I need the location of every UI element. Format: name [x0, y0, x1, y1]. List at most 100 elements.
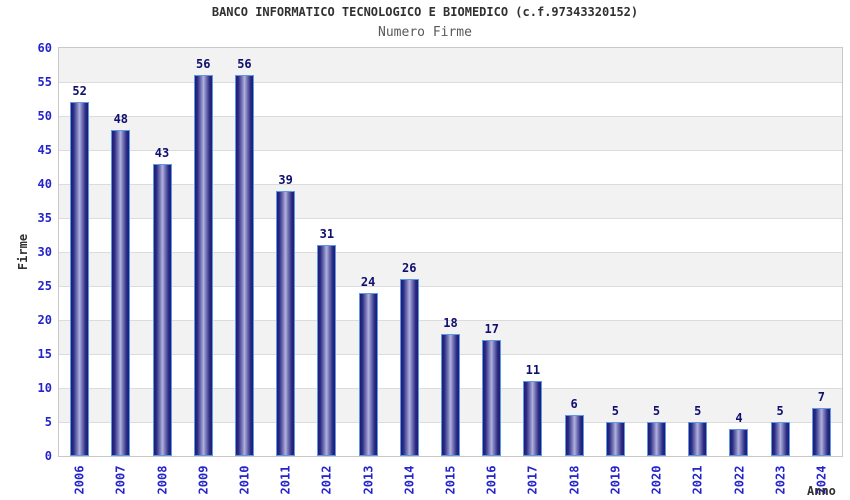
x-tick-text: 2013: [361, 465, 376, 495]
x-tick-label: 2007: [104, 463, 138, 497]
bar-value-label: 48: [113, 111, 129, 126]
bar: [276, 190, 296, 456]
x-tick-label: 2010: [227, 463, 261, 497]
bar-value-label: 43: [154, 145, 170, 160]
bar: [358, 292, 378, 456]
bar: [811, 408, 831, 456]
x-tick-text: 2019: [608, 465, 623, 495]
x-tick-text: 2006: [72, 465, 87, 495]
x-tick-label: 2006: [63, 463, 97, 497]
bar: [770, 422, 790, 456]
x-tick-text: 2011: [278, 465, 293, 495]
x-tick-text: 2018: [567, 465, 582, 495]
y-tick-label: 20: [37, 313, 52, 327]
bar-value-label: 5: [611, 404, 619, 418]
bar: [523, 381, 543, 456]
y-axis: 0 5 10 15 20 25 30 35 40 45 50 55 60: [0, 41, 56, 463]
x-tick-label: 2011: [269, 463, 303, 497]
gridline: [59, 115, 842, 117]
y-tick-label: 10: [37, 381, 52, 395]
x-tick-label: 2012: [310, 463, 344, 497]
bar-value-label: 24: [360, 274, 376, 289]
bar: [399, 279, 419, 456]
bar-value-label: 39: [278, 172, 293, 187]
x-tick-label: 2013: [351, 463, 385, 497]
x-tick-text: 2017: [525, 465, 540, 495]
bar-value-label: 31: [319, 227, 335, 242]
y-tick-label: 40: [37, 177, 52, 191]
gridline: [59, 81, 842, 83]
x-tick-text: 2008: [155, 465, 170, 495]
y-tick-label: 55: [37, 75, 52, 89]
bar: [70, 102, 90, 456]
bar: [111, 129, 131, 456]
bar-value-label: 56: [196, 57, 211, 72]
y-tick-label: 60: [37, 41, 52, 55]
bar-value-label: 6: [570, 397, 578, 412]
gridline: [59, 183, 842, 185]
bar: [234, 75, 254, 456]
y-tick-label: 0: [44, 449, 52, 463]
x-tick-text: 2009: [196, 465, 211, 495]
x-tick-label: 2021: [681, 463, 715, 497]
bar: [729, 428, 749, 456]
x-tick-label: 2014: [392, 463, 426, 497]
y-tick-label: 45: [37, 143, 52, 157]
y-tick-label: 50: [37, 109, 52, 123]
gridline: [59, 319, 842, 321]
y-tick-label: 30: [37, 245, 52, 259]
bar: [688, 422, 708, 456]
x-tick-label: 2016: [475, 463, 509, 497]
bar-value-label: 17: [484, 322, 499, 337]
bar: [647, 422, 667, 456]
x-tick-label: 2009: [186, 463, 220, 497]
x-tick-text: 2010: [237, 465, 252, 495]
x-tick-label: 2020: [640, 463, 674, 497]
x-tick-text: 2020: [649, 465, 664, 495]
bar-value-label: 4: [735, 410, 743, 425]
x-tick-text: 2012: [319, 465, 334, 495]
x-axis: 2006 2007 2008 2009 2010 2011 2012 2013 2014 2015…: [59, 459, 842, 499]
x-tick-label: 2023: [763, 463, 797, 497]
gridline: [59, 149, 842, 151]
x-tick-text: 2021: [690, 465, 705, 495]
bar-value-label: 11: [525, 363, 541, 378]
bar-value-label: 26: [402, 261, 417, 276]
bar-value-label: 18: [443, 315, 458, 330]
x-axis-title: Anno: [807, 484, 836, 498]
x-tick-label: 2022: [722, 463, 756, 497]
plot-area: 52 48 43 56 56 39 31 24 26 18 17 11 6 5 5 5 4 5 7: [58, 47, 843, 457]
x-tick-label: 2019: [598, 463, 632, 497]
y-tick-label: 25: [37, 279, 52, 293]
x-tick-text: 2015: [443, 465, 458, 495]
bar-value-label: 5: [652, 404, 661, 418]
x-tick-label: 2015: [434, 463, 468, 497]
bar: [564, 415, 584, 456]
bar-value-label: 56: [237, 57, 252, 72]
gridline: [59, 285, 842, 287]
bar-value-label: 52: [72, 84, 87, 99]
x-tick-text: 2023: [773, 465, 788, 495]
bar: [482, 340, 502, 456]
x-tick-text: 2022: [731, 465, 746, 495]
bar-value-label: 5: [776, 404, 784, 418]
bar: [193, 75, 213, 456]
y-tick-label: 15: [37, 347, 52, 361]
bar: [441, 333, 460, 456]
bar: [605, 422, 625, 456]
y-tick-label: 5: [44, 415, 52, 429]
gridline: [59, 251, 842, 253]
x-tick-label: 2018: [557, 463, 591, 497]
bar-value-label: 7: [817, 390, 825, 405]
x-tick-text: 2016: [484, 465, 499, 495]
bar-value-label: 5: [694, 404, 702, 418]
chart-title: BANCO INFORMATICO TECNOLOGICO E BIOMEDIC…: [211, 5, 639, 19]
bar: [152, 163, 172, 456]
gridline: [59, 217, 842, 219]
x-tick-text: 2007: [113, 465, 128, 495]
x-tick-label: 2017: [516, 463, 550, 497]
x-tick-text: 2014: [402, 465, 417, 495]
y-tick-label: 35: [37, 211, 52, 225]
bar: [317, 245, 337, 456]
